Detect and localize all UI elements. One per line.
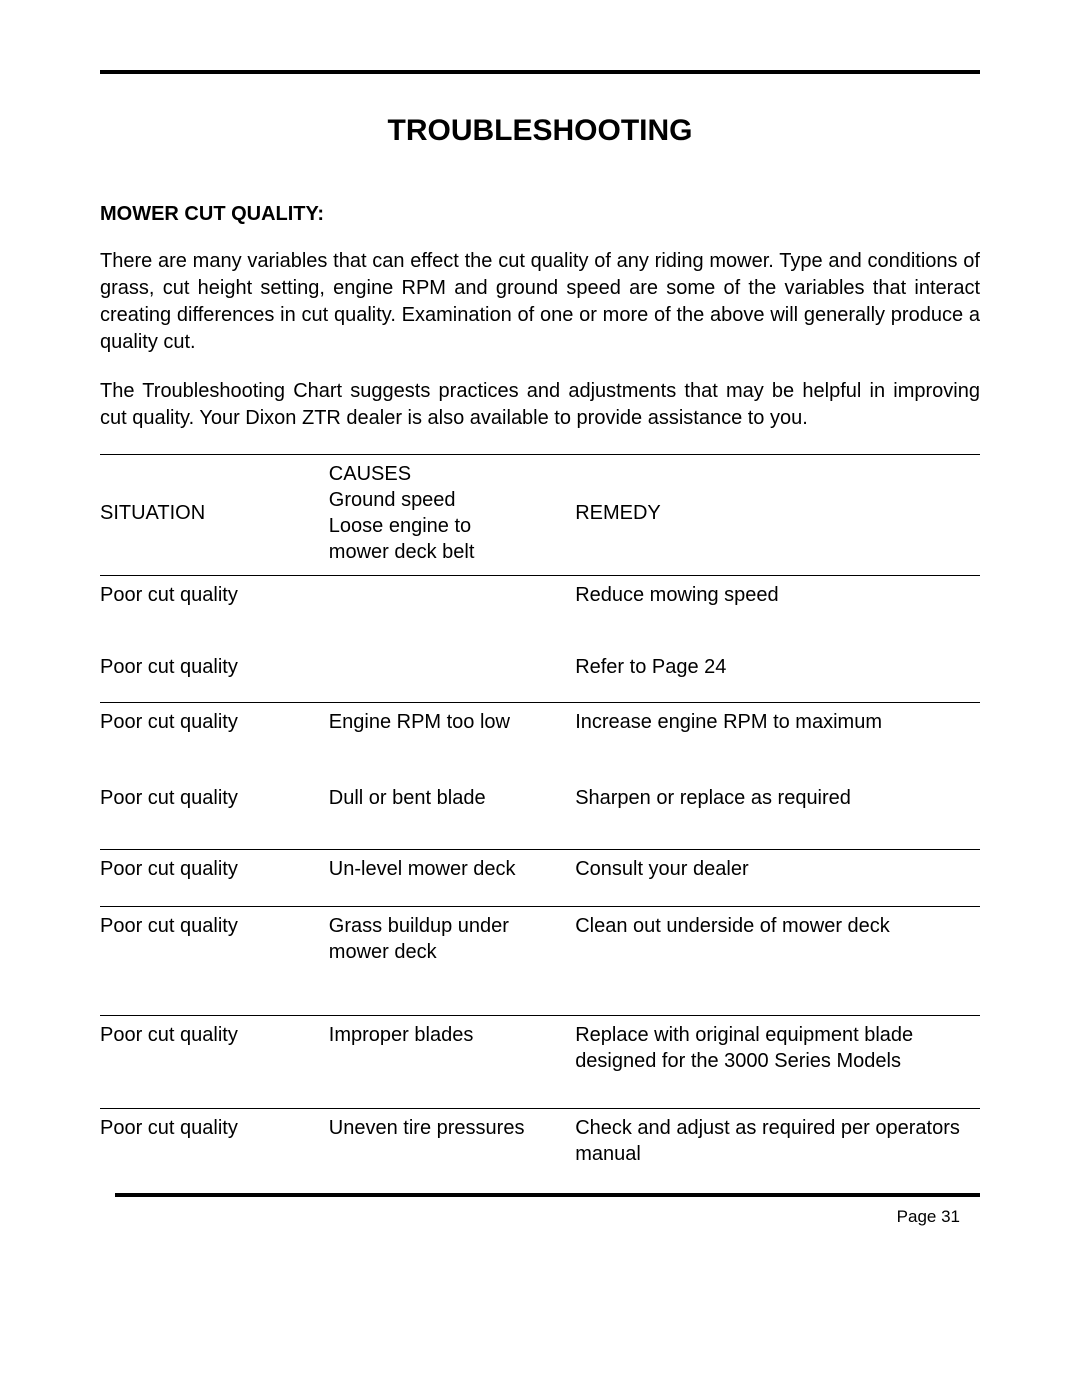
table-row: Poor cut quality Reduce mowing speed	[100, 575, 980, 648]
header-remedy: REMEDY	[575, 500, 980, 526]
header-situation: SITUATION	[100, 500, 329, 526]
page: TROUBLESHOOTING MOWER CUT QUALITY: There…	[0, 0, 1080, 1237]
table-row: Poor cut quality Un-level mower deck Con…	[100, 849, 980, 906]
table-row: Poor cut quality Improper blades Replace…	[100, 1015, 980, 1108]
cell-remedy: Refer to Page 24	[575, 654, 980, 680]
bottom-rule	[115, 1193, 980, 1197]
table-row: Poor cut quality Grass buildup under mow…	[100, 906, 980, 1015]
table-row: Poor cut quality Dull or bent blade Shar…	[100, 779, 980, 849]
cell-cause: Un-level mower deck	[329, 856, 575, 882]
page-title: TROUBLESHOOTING	[100, 114, 980, 148]
cell-remedy: Sharpen or replace as required	[575, 785, 980, 811]
cell-situation: Poor cut quality	[100, 856, 329, 882]
cell-cause	[329, 582, 575, 608]
cell-cause: Grass buildup under mower deck	[329, 913, 575, 965]
cell-situation: Poor cut quality	[100, 582, 329, 608]
cell-cause: Improper blades	[329, 1022, 575, 1074]
page-number: Page 31	[897, 1207, 960, 1227]
cell-situation: Poor cut quality	[100, 1115, 329, 1167]
cell-cause: Uneven tire pressures	[329, 1115, 575, 1167]
cell-situation: Poor cut quality	[100, 654, 329, 680]
table-header-row: SITUATION CAUSES Ground speed Loose engi…	[100, 454, 980, 575]
header-causes: CAUSES Ground speed Loose engine to mowe…	[329, 461, 575, 565]
cell-remedy: Consult your dealer	[575, 856, 980, 882]
cell-remedy: Reduce mowing speed	[575, 582, 980, 608]
cell-cause: Engine RPM too low	[329, 709, 575, 735]
top-rule	[100, 70, 980, 74]
cell-situation: Poor cut quality	[100, 1022, 329, 1074]
table-row: Poor cut quality Uneven tire pressures C…	[100, 1108, 980, 1197]
table-row: Poor cut quality Refer to Page 24	[100, 648, 980, 702]
cell-situation: Poor cut quality	[100, 913, 329, 965]
cell-remedy: Increase engine RPM to maximum	[575, 709, 980, 735]
cell-situation: Poor cut quality	[100, 709, 329, 735]
table-row: Poor cut quality Engine RPM too low Incr…	[100, 702, 980, 779]
cell-cause: Dull or bent blade	[329, 785, 575, 811]
paragraph-2: The Troubleshooting Chart suggests pract…	[100, 378, 980, 432]
cell-remedy: Check and adjust as required per operato…	[575, 1115, 980, 1167]
troubleshooting-table: SITUATION CAUSES Ground speed Loose engi…	[100, 454, 980, 1197]
paragraph-1: There are many variables that can effect…	[100, 248, 980, 356]
cell-situation: Poor cut quality	[100, 785, 329, 811]
cell-cause	[329, 654, 575, 680]
section-heading: MOWER CUT QUALITY:	[100, 203, 980, 226]
cell-remedy: Replace with original equipment blade de…	[575, 1022, 980, 1074]
cell-remedy: Clean out underside of mower deck	[575, 913, 980, 965]
